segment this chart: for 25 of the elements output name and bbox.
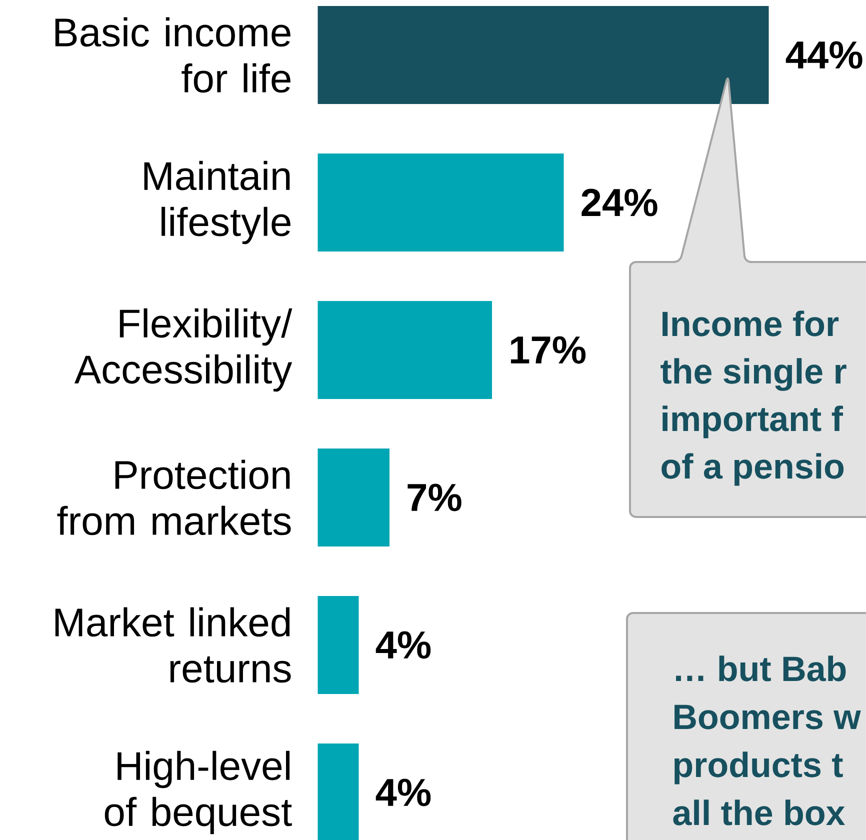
data-label: 7%: [408, 484, 462, 512]
y-tick-label: High-level of bequest: [104, 750, 292, 834]
annotation: of a pensio: [662, 453, 844, 486]
y-tick-label: Flexibility/ Accessibility: [74, 308, 292, 392]
annotation: … but Bab: [676, 656, 846, 682]
y-tick-label: Maintain lifestyle: [144, 160, 290, 244]
bar: [318, 300, 492, 399]
bar: [318, 596, 359, 694]
bar: [318, 6, 769, 104]
data-label: 17%: [510, 336, 586, 364]
annotation: products t: [674, 752, 843, 784]
annotation: Boomers w: [674, 704, 861, 730]
bar: [318, 448, 390, 546]
data-label: 44%: [786, 41, 862, 69]
bar: [318, 153, 564, 252]
data-label: 4%: [376, 778, 431, 806]
annotation: all the box: [673, 800, 846, 826]
data-label: 24%: [582, 188, 658, 216]
y-tick-label: Protection from markets: [57, 460, 291, 536]
annotation: important f: [662, 406, 843, 438]
annotation: Income for: [662, 310, 839, 336]
y-tick-label: Basic income for life: [55, 17, 290, 93]
data-label: 4%: [376, 631, 431, 659]
annotation: the single r: [660, 358, 846, 391]
y-tick-label: Market linked returns: [55, 607, 291, 683]
